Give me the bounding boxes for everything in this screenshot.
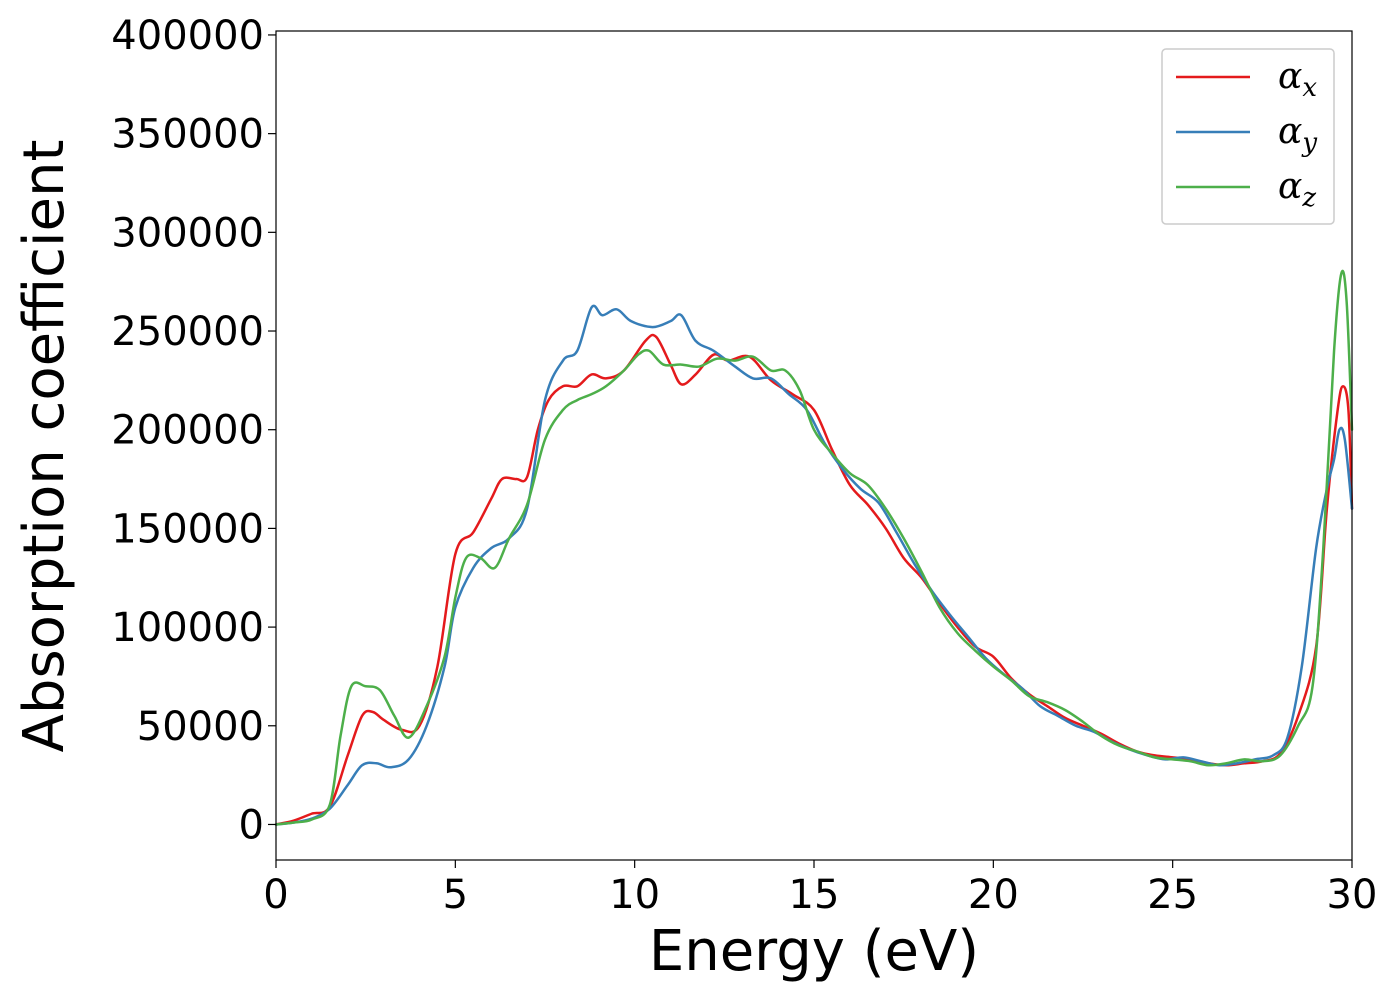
legend-subscript: z — [1301, 183, 1316, 213]
x-tick-label: 10 — [609, 872, 660, 918]
y-tick-label: 350000 — [111, 112, 264, 158]
legend-subscript: y — [1301, 128, 1317, 158]
x-axis: 0 5 10 15 20 25 30 — [263, 860, 1377, 918]
y-tick-label: 100000 — [111, 605, 264, 651]
x-tick-label: 25 — [1147, 872, 1198, 918]
x-tick-label: 0 — [263, 872, 288, 918]
y-tick-label: 400000 — [111, 13, 264, 59]
y-tick-label: 300000 — [111, 210, 264, 256]
x-axis-title: Energy (eV) — [649, 919, 979, 984]
y-axis: 0 50000 100000 150000 200000 250000 300000 3500… — [111, 13, 276, 848]
x-tick-label: 5 — [443, 872, 468, 918]
y-tick-label: 250000 — [111, 309, 264, 355]
series-layer — [274, 269, 1354, 826]
y-tick-label: 150000 — [111, 506, 264, 552]
x-tick-label: 30 — [1327, 872, 1378, 918]
x-tick-label: 20 — [968, 872, 1019, 918]
x-tick-label: 15 — [789, 872, 840, 918]
y-axis-title: Absorption coefficient — [12, 140, 77, 753]
legend-box — [1161, 48, 1335, 225]
y-tick-label: 200000 — [111, 408, 264, 454]
y-tick-label: 50000 — [137, 704, 264, 750]
y-tick-label: 0 — [239, 802, 264, 848]
series-line-z — [274, 269, 1354, 826]
legend-label-y: αy — [1278, 111, 1317, 158]
legend-subscript: x — [1302, 73, 1317, 103]
